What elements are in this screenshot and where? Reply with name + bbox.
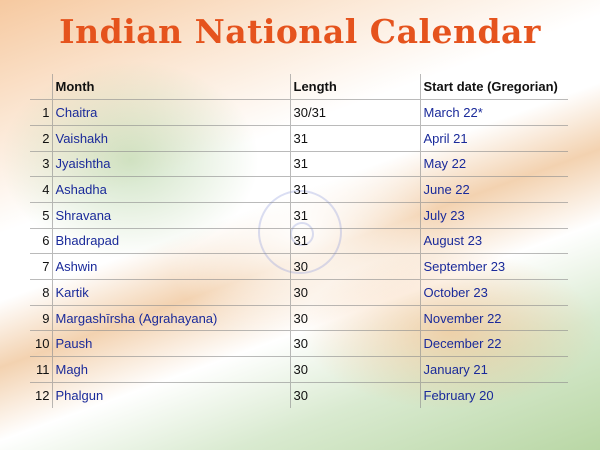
length-cell: 31 [289, 125, 420, 152]
start-date-link[interactable]: March 22* [419, 99, 568, 126]
start-date-link[interactable]: July 23 [419, 202, 568, 229]
row-number: 6 [30, 228, 52, 255]
table-row: 8 Kartik 30 October 23 [30, 279, 568, 306]
table-row: 6 Bhadrapad 31 August 23 [30, 228, 568, 255]
table-row: 7 Ashwin 30 September 23 [30, 253, 568, 280]
table-header-row: Month Length Start date (Gregorian) [30, 74, 568, 101]
start-date-link[interactable]: December 22 [419, 330, 568, 358]
start-date-link[interactable]: January 21 [419, 356, 568, 383]
month-link[interactable]: Vaishakh [51, 125, 290, 152]
header-month: Month [51, 74, 290, 101]
start-date-link[interactable]: September 23 [419, 253, 568, 280]
length-cell: 30 [289, 356, 420, 383]
length-cell: 30 [289, 305, 420, 332]
table-row: 1 Chaitra 30/31 March 22* [30, 99, 568, 126]
row-number: 1 [30, 99, 52, 126]
length-cell: 30 [289, 279, 420, 306]
month-link[interactable]: Paush [51, 330, 290, 358]
header-start-date: Start date (Gregorian) [419, 74, 568, 101]
start-date-link[interactable]: October 23 [419, 279, 568, 306]
month-link[interactable]: Magh [51, 356, 290, 383]
table-row: 11 Magh 30 January 21 [30, 356, 568, 383]
length-cell: 31 [289, 228, 420, 255]
length-cell: 30 [289, 253, 420, 280]
month-link[interactable]: Kartik [51, 279, 290, 306]
length-cell: 31 [289, 176, 420, 203]
month-link[interactable]: Chaitra [51, 99, 290, 126]
row-number: 4 [30, 176, 52, 203]
start-date-link[interactable]: April 21 [419, 125, 568, 152]
table-row: 4 Ashadha 31 June 22 [30, 176, 568, 203]
table-row: 9 Margashīrsha (Agrahayana) 30 November 22 [30, 305, 568, 332]
month-link[interactable]: Shravana [51, 202, 290, 229]
month-link[interactable]: Margashīrsha (Agrahayana) [51, 305, 290, 332]
month-link[interactable]: Phalgun [51, 382, 290, 408]
header-number [30, 74, 52, 101]
table-row: 10 Paush 30 December 22 [30, 330, 568, 358]
length-cell: 30 [289, 330, 420, 358]
start-date-link[interactable]: August 23 [419, 228, 568, 255]
month-link[interactable]: Ashadha [51, 176, 290, 203]
table-row: 3 Jyaishtha 31 May 22 [30, 151, 568, 178]
month-link[interactable]: Jyaishtha [51, 151, 290, 178]
table-row: 5 Shravana 31 July 23 [30, 202, 568, 229]
length-cell: 30/31 [289, 99, 420, 126]
row-number: 8 [30, 279, 52, 306]
row-number: 12 [35, 387, 50, 403]
row-number: 3 [30, 151, 52, 178]
length-cell: 31 [289, 202, 420, 229]
start-date-link[interactable]: November 22 [419, 305, 568, 332]
length-cell: 30 [289, 382, 420, 408]
row-number: 7 [30, 253, 52, 280]
calendar-table: Month Length Start date (Gregorian) 1 Cha… [30, 74, 568, 408]
month-link[interactable]: Ashwin [51, 253, 290, 280]
header-length: Length [289, 74, 420, 101]
start-date-link[interactable]: February 20 [419, 382, 568, 408]
row-number: 2 [30, 125, 52, 152]
start-date-link[interactable]: June 22 [419, 176, 568, 203]
row-number: 9 [30, 305, 52, 332]
length-cell: 31 [289, 151, 420, 178]
row-number: 5 [30, 202, 52, 229]
table-row: 2 Vaishakh 31 April 21 [30, 125, 568, 152]
table-row: 12 Phalgun 30 February 20 [30, 382, 568, 408]
page-title: Indian National Calendar [59, 12, 541, 51]
month-link[interactable]: Bhadrapad [51, 228, 290, 255]
row-number: 11 [30, 356, 52, 383]
start-date-link[interactable]: May 22 [419, 151, 568, 178]
row-number: 10 [30, 330, 52, 358]
